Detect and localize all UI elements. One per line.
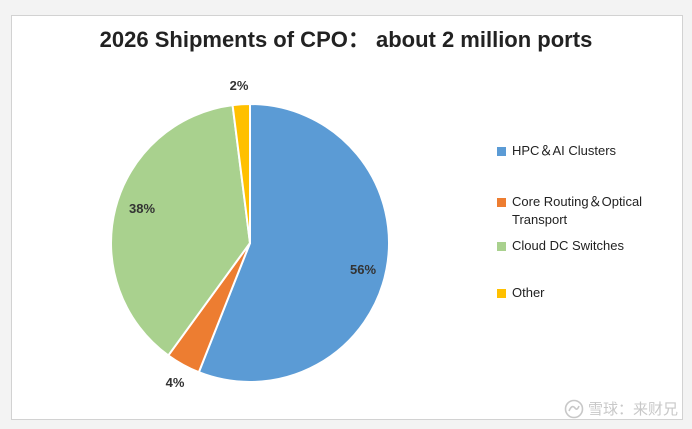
legend-swatch — [497, 147, 506, 156]
chart-title: 2026 Shipments of CPO： about 2 million p… — [99, 27, 593, 52]
data-label: 56% — [350, 262, 376, 277]
pie-slice-other — [231, 102, 251, 244]
pie-slice-cloud-dc-switches — [110, 103, 252, 357]
legend-swatch — [497, 198, 506, 207]
data-label: 38% — [129, 201, 155, 216]
legend-label: Core Routing＆Optical Transport — [512, 194, 643, 227]
pie-slice-hpc-ai-clusters — [197, 102, 390, 383]
legend-item: Other — [497, 284, 677, 302]
data-label: 2% — [230, 78, 249, 93]
legend-item: HPC＆AI Clusters — [497, 142, 677, 160]
watermark-text: 雪球：来财兄 — [587, 401, 678, 418]
legend-swatch — [497, 289, 506, 298]
data-label: 4% — [166, 375, 185, 390]
legend-label: HPC＆AI Clusters — [512, 143, 617, 158]
watermark: 雪球：来财兄 — [564, 398, 678, 419]
snowball-logo-icon — [564, 399, 584, 418]
legend-label: Cloud DC Switches — [512, 238, 624, 253]
legend-item: Cloud DC Switches — [497, 237, 677, 255]
legend-label: Other — [512, 285, 545, 300]
legend-swatch — [497, 242, 506, 251]
legend-item: Core Routing＆Optical Transport — [497, 193, 677, 229]
